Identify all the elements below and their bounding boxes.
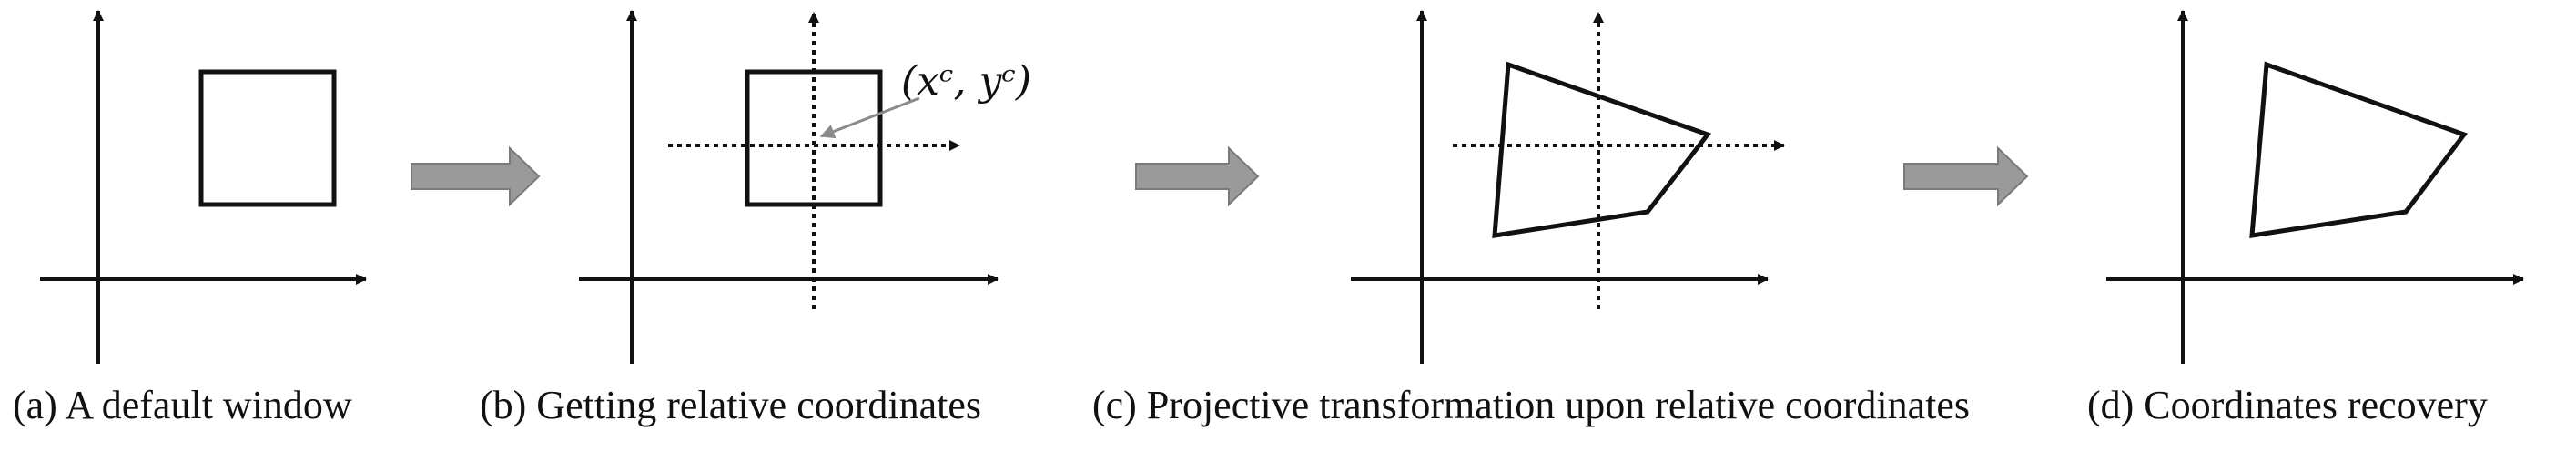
caption-a: (a) A default window xyxy=(13,383,352,427)
center-coordinate-label: (xᶜ, yᶜ) xyxy=(901,58,1031,105)
panel-d xyxy=(2106,10,2524,364)
panel-c xyxy=(1351,10,1785,364)
panel-a-window-square xyxy=(198,69,337,207)
panel-b: (xᶜ, yᶜ) xyxy=(579,10,1031,364)
panel-a xyxy=(40,10,367,364)
flow-arrow-3 xyxy=(1903,145,2029,207)
panel-c-transformed-quadrilateral xyxy=(1492,61,1712,238)
caption-c: (c) Projective transformation upon relat… xyxy=(1092,383,1970,427)
flow-arrow-2 xyxy=(1135,145,1260,207)
caption-d: (d) Coordinates recovery xyxy=(2087,383,2488,427)
center-pointer-arrow xyxy=(819,96,920,139)
panel-b-window-square xyxy=(745,69,883,207)
panel-d-recovered-quadrilateral xyxy=(2249,61,2469,238)
caption-b: (b) Getting relative coordinates xyxy=(480,383,982,427)
flow-arrow-1 xyxy=(411,145,541,207)
